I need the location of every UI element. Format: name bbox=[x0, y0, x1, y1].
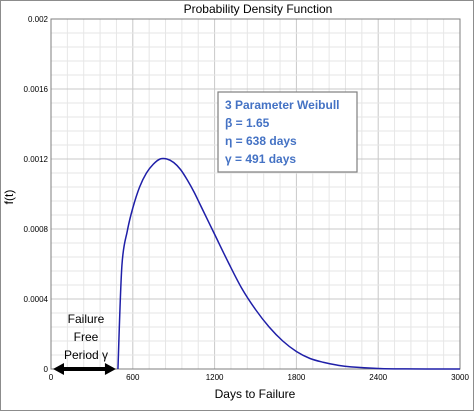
y-tick-label: 0.0016 bbox=[24, 85, 49, 94]
tick-labels: 0 600 1200 1800 2400 3000 0 0.0004 0.0008 0.0012 0… bbox=[24, 15, 470, 382]
y-tick-label: 0.002 bbox=[28, 15, 49, 24]
failure-free-arrow bbox=[53, 363, 116, 375]
arrow-head-left bbox=[53, 363, 64, 375]
annotation-line-4: γ = 491 days bbox=[225, 152, 296, 166]
plot-border bbox=[50, 18, 461, 370]
y-tick-label: 0.0008 bbox=[24, 225, 49, 234]
failure-free-period: Failure Free Period γ bbox=[53, 312, 116, 375]
y-axis-label: f(t) bbox=[2, 190, 16, 205]
y-tick-label: 0.0004 bbox=[24, 295, 49, 304]
x-axis-label: Days to Failure bbox=[215, 387, 296, 401]
x-tick-label: 2400 bbox=[369, 373, 387, 382]
failure-free-label-3: Period γ bbox=[64, 348, 108, 362]
y-tick-label: 0 bbox=[44, 365, 49, 374]
annotation-line-3: η = 638 days bbox=[225, 134, 297, 148]
x-tick-label: 3000 bbox=[451, 373, 469, 382]
x-tick-label: 600 bbox=[126, 373, 140, 382]
failure-free-label-1: Failure bbox=[68, 312, 105, 326]
y-tick-label: 0.0012 bbox=[24, 155, 49, 164]
annotation-line-1: 3 Parameter Weibull bbox=[225, 98, 340, 112]
annotation-box bbox=[217, 91, 358, 173]
chart-title: Probability Density Function bbox=[184, 2, 333, 16]
pdf-series-line bbox=[117, 157, 461, 370]
arrow-head-right bbox=[104, 363, 116, 375]
grid bbox=[50, 18, 461, 370]
x-tick-label: 1800 bbox=[288, 373, 306, 382]
failure-free-label-2: Free bbox=[74, 330, 99, 344]
x-tick-label: 1200 bbox=[206, 373, 224, 382]
x-tick-label: 0 bbox=[49, 373, 54, 382]
parameter-annotation: 3 Parameter Weibull β = 1.65 η = 638 day… bbox=[217, 91, 358, 173]
annotation-line-2: β = 1.65 bbox=[225, 116, 270, 130]
